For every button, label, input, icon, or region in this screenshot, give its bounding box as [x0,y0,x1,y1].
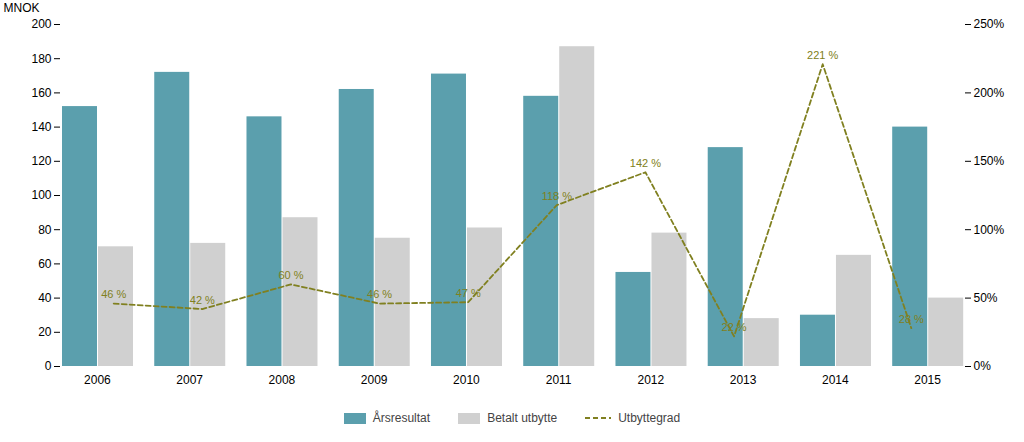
svg-text:100: 100 [31,188,51,202]
svg-text:180: 180 [31,52,51,66]
svg-text:42 %: 42 % [190,294,215,306]
svg-text:120: 120 [31,154,51,168]
svg-text:2009: 2009 [361,373,388,387]
html-text:Betalt utbytte: Betalt utbytte [487,411,558,425]
svg-text:200%: 200% [974,86,1005,100]
svg-text:40: 40 [38,291,52,305]
svg-text:140: 140 [31,120,51,134]
svg-text:60: 60 [38,257,52,271]
svg-text:2013: 2013 [730,373,757,387]
svg-text:2015: 2015 [914,373,941,387]
svg-text:60 %: 60 % [278,269,303,281]
svg-text:100%: 100% [974,223,1005,237]
svg-text:MNOK: MNOK [4,1,40,15]
svg-text:2006: 2006 [84,373,111,387]
svg-text:250%: 250% [974,17,1005,31]
svg-text:2008: 2008 [269,373,296,387]
svg-text:22 %: 22 % [722,321,747,333]
svg-text:200: 200 [31,17,51,31]
svg-text:46 %: 46 % [101,288,126,300]
svg-text:0: 0 [45,359,52,373]
svg-text:2012: 2012 [638,373,665,387]
html-text:Årsresultat: Årsresultat [372,411,431,425]
svg-text:221 %: 221 % [807,49,838,61]
svg-text:2014: 2014 [822,373,849,387]
svg-text:2011: 2011 [546,373,572,387]
svg-text:80: 80 [38,223,52,237]
svg-text:20: 20 [38,325,52,339]
svg-text:2007: 2007 [176,373,203,387]
svg-text:160: 160 [31,86,51,100]
svg-text:50%: 50% [974,291,998,305]
svg-text:150%: 150% [974,154,1005,168]
svg-text:47 %: 47 % [456,287,481,299]
svg-text:28 %: 28 % [899,313,924,325]
svg-text:118 %: 118 % [542,190,573,202]
svg-text:0%: 0% [974,359,992,373]
svg-text:46 %: 46 % [367,288,392,300]
html-text:Utbyttegrad: Utbyttegrad [618,411,681,425]
svg-text:142 %: 142 % [630,157,661,169]
svg-text:2010: 2010 [453,373,480,387]
